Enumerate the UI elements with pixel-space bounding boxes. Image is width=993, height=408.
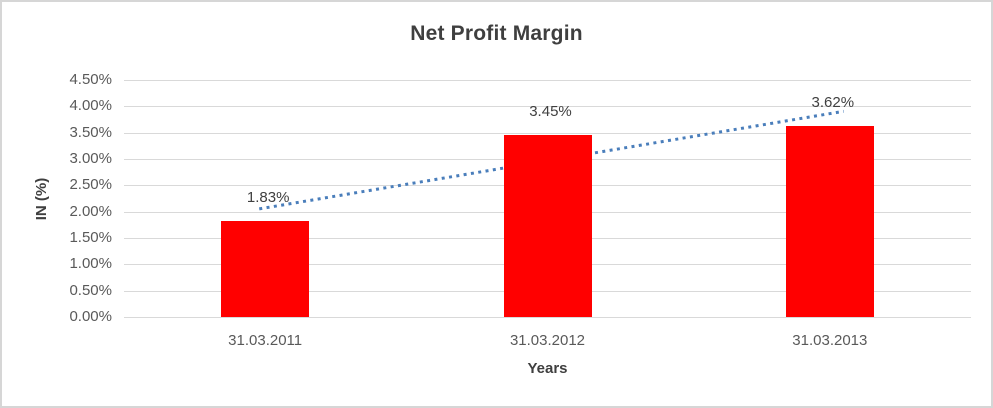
y-tick-label: 0.00% bbox=[69, 308, 112, 325]
gridline bbox=[124, 106, 971, 108]
gridline bbox=[124, 317, 971, 318]
y-tick-label: 1.50% bbox=[69, 229, 112, 246]
chart-title: Net Profit Margin bbox=[410, 22, 583, 45]
gridline bbox=[124, 80, 971, 81]
y-tick-label: 0.50% bbox=[69, 281, 112, 299]
y-tick-label: 3.00% bbox=[69, 150, 112, 167]
y-tick-label: 3.50% bbox=[69, 123, 112, 141]
y-tick-label: 4.00% bbox=[69, 97, 112, 115]
data-label: 3.45% bbox=[529, 103, 572, 121]
data-label: 3.62% bbox=[811, 94, 855, 112]
bar-31.03.2011 bbox=[221, 220, 310, 317]
x-axis-title: Years bbox=[527, 360, 568, 377]
y-tick-label: 4.50% bbox=[69, 71, 112, 88]
bar-31.03.2012 bbox=[503, 135, 592, 317]
y-tick-label: 2.00% bbox=[69, 202, 112, 220]
x-tick-label: 31.03.2011 bbox=[228, 332, 303, 349]
y-tick-label: 2.50% bbox=[69, 176, 112, 194]
x-tick-label: 31.03.2013 bbox=[792, 332, 868, 349]
data-label: 1.83% bbox=[246, 188, 290, 206]
y-tick-label: 1.00% bbox=[69, 255, 112, 273]
x-tick-label: 31.03.2012 bbox=[509, 332, 586, 349]
bar-31.03.2013 bbox=[785, 126, 874, 317]
